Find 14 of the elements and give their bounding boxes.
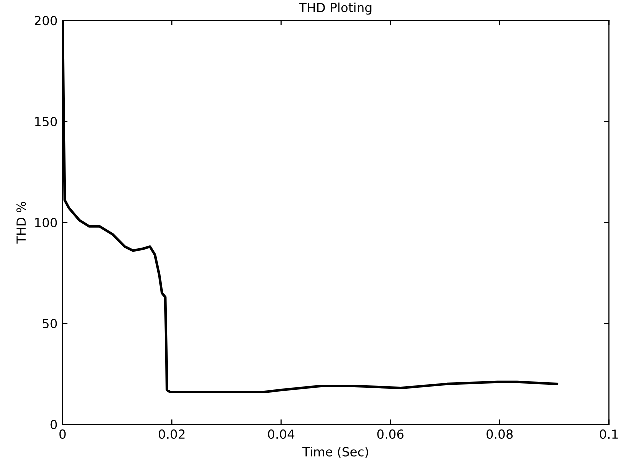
x-tick-label: 0.06 bbox=[378, 430, 404, 440]
y-tick-label: 50 bbox=[42, 319, 58, 329]
y-axis-title: THD % bbox=[16, 202, 26, 244]
x-tick-label: 0.04 bbox=[268, 430, 295, 440]
x-tick-label: 0 bbox=[60, 430, 66, 440]
y-tick-label: 150 bbox=[35, 117, 58, 127]
y-tick-label: 100 bbox=[35, 218, 58, 228]
x-axis-title: Time (Sec) bbox=[302, 447, 368, 458]
x-tick-label: 0.02 bbox=[158, 430, 185, 440]
y-tick-label: 200 bbox=[34, 16, 58, 26]
y-tick-label: 0 bbox=[50, 420, 58, 430]
x-tick-label: 0.1 bbox=[600, 430, 618, 440]
chart-title: THD Ploting bbox=[299, 2, 372, 15]
x-tick-label: 0.08 bbox=[486, 430, 513, 440]
